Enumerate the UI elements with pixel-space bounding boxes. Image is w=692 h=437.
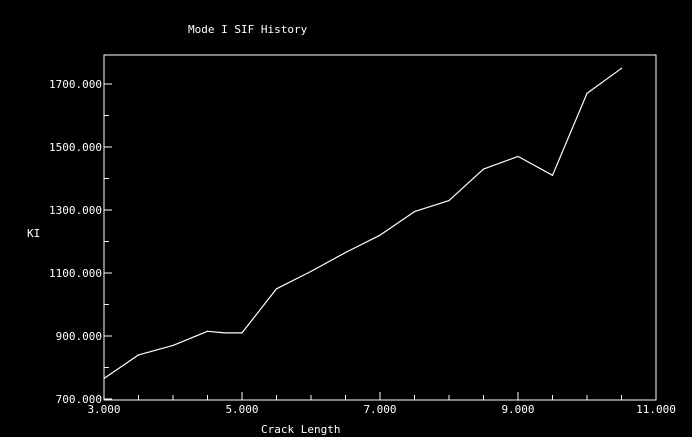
x-tick-label: 3.000 — [87, 403, 120, 416]
ki-data-point — [448, 199, 450, 202]
y-tick-label: 1100.000 — [49, 267, 102, 280]
ki-data-point — [275, 288, 278, 290]
x-tick-label: 5.000 — [225, 403, 258, 416]
x-axis-label: Crack Length — [261, 423, 340, 436]
ki-data-point — [206, 330, 209, 332]
y-tick-label: 900.000 — [56, 330, 102, 343]
ki-data-point — [379, 234, 381, 236]
x-tick-label: 11.000 — [636, 403, 676, 416]
y-tick-label: 1700.000 — [49, 78, 102, 91]
x-tick-label: 7.000 — [363, 403, 396, 416]
ki-data-point — [482, 168, 485, 170]
y-tick-label: 1300.000 — [49, 204, 102, 217]
data-series — [103, 67, 623, 380]
ki-data-point — [586, 92, 588, 95]
ki-data-point — [413, 210, 416, 213]
x-tick-label: 9.000 — [501, 403, 534, 416]
ki-data-point — [224, 332, 226, 334]
y-tick-label: 1500.000 — [49, 141, 102, 154]
ki-data-point — [172, 344, 174, 347]
axis-ticks: 700.000 900.000 1100.000 1300.000 1500.000 17… — [49, 78, 676, 416]
ki-data-point — [103, 377, 105, 380]
y-axis-label: KI — [27, 227, 40, 240]
ki-series-line — [103, 67, 622, 379]
chart-title: Mode I SIF History — [188, 23, 308, 36]
ki-data-point — [110, 373, 112, 375]
ki-data-point — [620, 67, 623, 69]
ki-data-point — [137, 354, 140, 356]
ki-data-point — [344, 251, 347, 254]
plot-frame — [103, 54, 657, 401]
ki-data-point — [517, 155, 519, 158]
y-tick-label: 700.000 — [56, 393, 102, 406]
ki-data-point — [551, 174, 554, 176]
ki-data-point — [310, 270, 312, 273]
ki-data-point — [241, 332, 243, 334]
